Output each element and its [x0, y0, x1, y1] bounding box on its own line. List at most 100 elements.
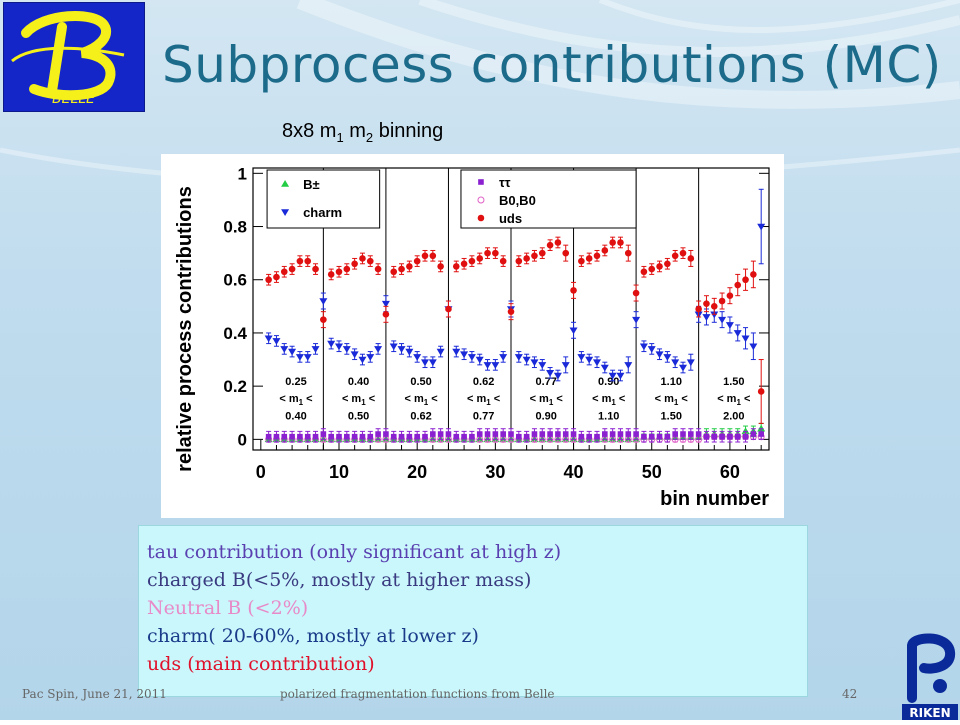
data-point-uds: [546, 241, 554, 249]
group-label-mid-sub: 1: [424, 398, 429, 407]
data-point-uds: [460, 260, 468, 268]
footer-event: Pac Spin, June 21, 2011: [22, 687, 167, 701]
data-point-tautau: [547, 431, 553, 437]
chart-panel: 0 0.2 0.4 0.6 0.8 1 0 10 20 30 40 50 60 bin number rel…: [161, 154, 784, 518]
y-tick-label: 0.8: [223, 218, 247, 237]
data-point-tautau: [594, 433, 600, 440]
data-point-uds: [366, 257, 374, 265]
data-point-uds: [609, 239, 616, 246]
data-point-uds: [671, 252, 679, 260]
riken-logo-icon: RIKEN: [902, 633, 958, 720]
y-tick-label: 0.4: [223, 324, 247, 343]
data-point-uds: [304, 257, 312, 265]
data-point-charm: [702, 314, 711, 321]
data-point-tautau: [492, 431, 499, 437]
data-point-tautau: [750, 431, 757, 437]
belle-logo-text: BELLE: [52, 91, 95, 107]
note-neutral-b: Neutral B (<2%): [147, 597, 309, 619]
data-point-tautau: [336, 433, 342, 440]
data-point-charm: [569, 327, 578, 335]
group-label-mid: < m1 <: [655, 393, 688, 407]
group-label-mid-post: <: [678, 393, 687, 405]
data-point-uds: [406, 263, 413, 270]
group-label-mid-sub: 1: [549, 398, 554, 407]
data-point-tautau: [453, 433, 460, 440]
data-point-uds: [585, 255, 593, 262]
data-point-charm: [280, 346, 289, 353]
legend-label: ττ: [499, 175, 511, 190]
group-label-mid-sub: 1: [674, 398, 679, 407]
data-point-charm: [679, 364, 687, 372]
data-point-charm: [530, 359, 539, 367]
data-point-charm: [514, 354, 523, 361]
data-point-charm: [553, 372, 562, 380]
legend-marker: [477, 196, 485, 204]
data-point-charm: [600, 364, 609, 372]
x-tick-label: 40: [564, 462, 584, 482]
group-label-mid-post: <: [303, 393, 312, 405]
data-point-charm: [428, 359, 437, 367]
data-point-charm: [741, 335, 750, 343]
legend-marker: [281, 209, 290, 216]
data-point-charm: [483, 362, 492, 369]
data-point-uds: [468, 257, 476, 265]
data-point-uds: [632, 289, 640, 297]
data-point-charm: [342, 346, 351, 353]
data-point-charm: [593, 359, 601, 367]
data-point-tautau: [469, 433, 475, 440]
data-point-uds: [695, 305, 702, 313]
group-label-low: 1.10: [661, 376, 682, 388]
data-point-uds: [429, 252, 437, 260]
data-point-charm: [522, 356, 531, 364]
data-point-uds: [327, 271, 335, 278]
data-point-uds: [679, 249, 687, 257]
data-point-charm: [749, 343, 758, 351]
data-point-tautau: [562, 431, 569, 437]
data-point-charm: [358, 356, 367, 364]
data-point-tautau: [531, 431, 538, 437]
data-point-tautau: [406, 433, 413, 440]
group-label-mid-post: <: [428, 393, 437, 405]
data-point-uds: [445, 305, 452, 313]
x-tick-label: 60: [720, 462, 740, 482]
data-point-charm: [319, 298, 328, 306]
group-label-mid-text: < m: [404, 393, 423, 405]
data-point-tautau: [508, 431, 514, 437]
data-point-tautau: [602, 431, 608, 437]
group-label-high: 0.62: [410, 410, 431, 422]
data-point-tautau: [570, 431, 577, 437]
data-point-charm: [538, 362, 547, 369]
riken-logo-text: RIKEN: [909, 706, 950, 720]
data-point-uds: [437, 263, 444, 270]
legend-label: B±: [303, 177, 320, 192]
data-point-charm: [335, 343, 343, 351]
group-label-mid-sub: 1: [299, 398, 304, 407]
legend-marker: [477, 214, 485, 222]
group-label-mid-sub: 1: [736, 398, 741, 407]
group-label-mid-text: < m: [717, 393, 736, 405]
group-label-mid-post: <: [366, 393, 375, 405]
group-label-high: 0.40: [285, 410, 306, 422]
data-point-charm: [475, 356, 484, 364]
data-point-uds: [601, 247, 609, 254]
data-point-tautau: [344, 433, 350, 440]
group-label-mid: < m1 <: [530, 393, 563, 407]
data-point-uds: [288, 265, 296, 273]
data-point-tautau: [703, 433, 710, 440]
data-point-tautau: [641, 433, 647, 440]
data-point-charm: [577, 354, 586, 361]
data-point-uds: [265, 276, 272, 284]
data-point-tautau: [312, 433, 319, 440]
data-point-charm: [405, 348, 414, 356]
data-point-tautau: [688, 431, 694, 437]
data-point-charm: [499, 354, 508, 361]
data-point-uds: [296, 257, 304, 265]
group-label-low: 0.40: [348, 376, 369, 388]
group-label-low: 1.50: [723, 376, 744, 388]
data-point-uds: [750, 271, 757, 278]
data-point-charm: [663, 354, 672, 361]
binning-label: 8x8 m1 m2 binning: [282, 120, 443, 145]
data-point-tautau: [304, 433, 311, 440]
group-label-mid-post: <: [741, 393, 750, 405]
group-label-low: 0.77: [535, 376, 556, 388]
